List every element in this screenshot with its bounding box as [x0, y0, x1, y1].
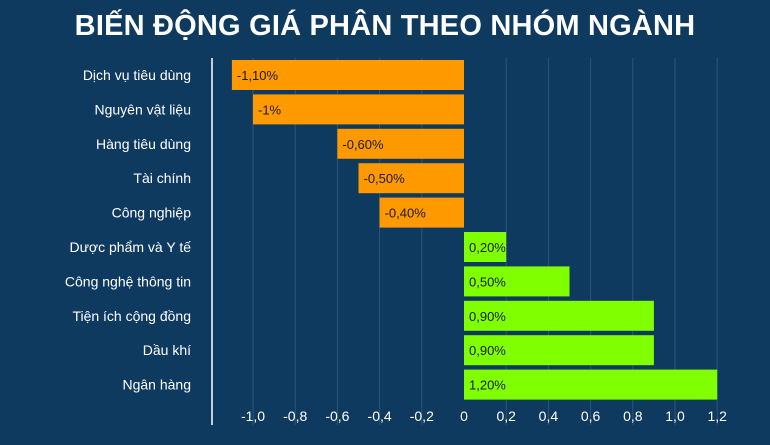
data-label: -0,60%: [342, 137, 384, 152]
data-label: -1,10%: [237, 68, 279, 83]
category-label: Dầu khí: [143, 342, 191, 358]
bar: [464, 369, 718, 400]
data-label: -0,40%: [385, 206, 427, 221]
x-tick-label: 0: [460, 408, 468, 424]
data-label: 0,20%: [469, 240, 506, 255]
category-label: Dược phẩm và Y tế: [69, 239, 191, 255]
x-tick-label: 1,2: [707, 408, 727, 424]
bar: [464, 266, 570, 297]
x-tick-label: -1,0: [241, 408, 265, 424]
category-label: Ngân hàng: [122, 377, 191, 393]
data-label: -0,50%: [364, 171, 406, 186]
data-label: 0,50%: [469, 274, 506, 289]
x-tick-label: -0,6: [325, 408, 349, 424]
category-label: Tiện ích cộng đồng: [72, 308, 191, 324]
category-label: Công nghệ thông tin: [65, 273, 191, 289]
x-tick-label: -0,2: [410, 408, 434, 424]
data-label: 1,20%: [469, 378, 506, 393]
x-tick-label: 0,2: [496, 408, 516, 424]
bar: [358, 163, 464, 194]
category-label: Hàng tiêu dùng: [96, 136, 191, 152]
bar: [253, 94, 464, 125]
data-label: 0,90%: [469, 343, 506, 358]
x-tick-label: -0,8: [283, 408, 307, 424]
bar: [379, 197, 464, 228]
bar: [337, 128, 464, 159]
x-tick-label: 0,8: [623, 408, 643, 424]
chart-title: BIẾN ĐỘNG GIÁ PHÂN THEO NHÓM NGÀNH: [74, 10, 696, 42]
bar: [464, 232, 507, 262]
data-label: -1%: [258, 102, 282, 117]
category-label: Nguyên vật liệu: [94, 101, 191, 117]
x-tick-label: -0,4: [368, 408, 392, 424]
category-label: Tài chính: [133, 170, 191, 186]
x-tick-label: 1,0: [665, 408, 685, 424]
category-label: Dịch vụ tiêu dùng: [83, 67, 191, 83]
x-tick-label: 0,4: [539, 408, 559, 424]
bar: [231, 60, 464, 90]
bar: [464, 335, 654, 366]
category-label: Công nghiệp: [112, 205, 192, 221]
x-tick-label: 0,6: [581, 408, 601, 424]
data-label: 0,90%: [469, 309, 506, 324]
bar: [464, 300, 654, 331]
